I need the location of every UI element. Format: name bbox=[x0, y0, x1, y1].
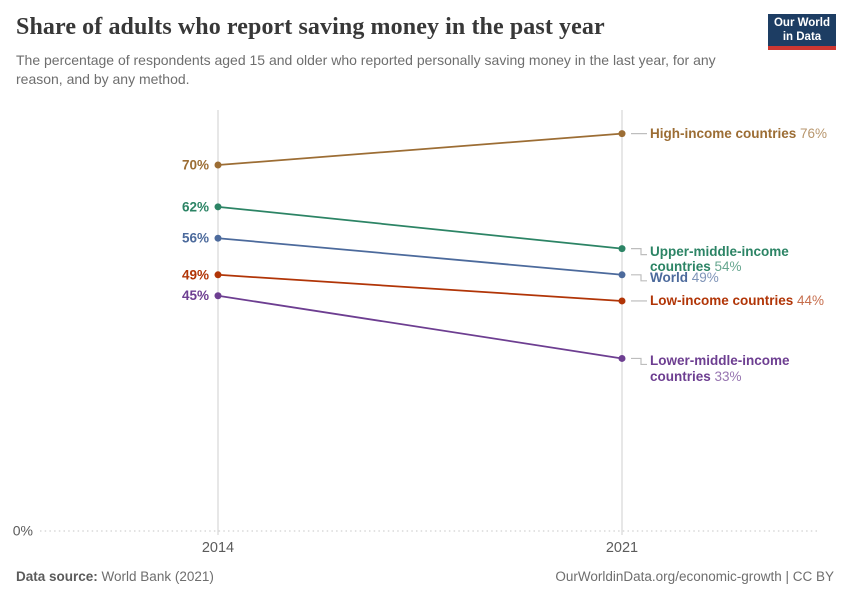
data-source-value: World Bank (2021) bbox=[101, 569, 214, 584]
data-source: Data source: World Bank (2021) bbox=[16, 569, 214, 584]
series-label-line: countries 33% bbox=[650, 369, 790, 385]
end-value-label: 49% bbox=[688, 269, 719, 285]
label-connector-line bbox=[631, 274, 647, 282]
data-point-start[interactable] bbox=[214, 271, 222, 279]
data-point-start[interactable] bbox=[214, 161, 222, 169]
owid-logo-line2: in Data bbox=[782, 31, 822, 43]
data-point-end[interactable] bbox=[618, 354, 626, 362]
owid-logo: Our World in Data bbox=[768, 14, 836, 50]
data-point-start[interactable] bbox=[214, 234, 222, 242]
series-line[interactable] bbox=[217, 273, 623, 302]
data-point-end[interactable] bbox=[618, 297, 626, 305]
series-label-line: Upper-middle-income bbox=[650, 244, 789, 260]
label-connector-line bbox=[631, 357, 647, 366]
series-line[interactable] bbox=[217, 294, 623, 360]
page-title: Share of adults who report saving money … bbox=[16, 14, 605, 40]
data-point-end[interactable] bbox=[618, 130, 626, 138]
start-value-label: 62% bbox=[182, 199, 209, 214]
credit-link[interactable]: OurWorldinData.org/economic-growth | CC … bbox=[555, 569, 834, 584]
series-label-line: Lower-middle-income bbox=[650, 353, 790, 369]
series-name-text: Upper-middle-income bbox=[650, 243, 789, 259]
series-label-line: Low-income countries 44% bbox=[650, 293, 824, 309]
series-label-line: High-income countries 76% bbox=[650, 126, 827, 142]
end-value-label: 44% bbox=[793, 292, 825, 308]
data-point-start[interactable] bbox=[214, 292, 222, 300]
series-name-text: countries bbox=[650, 368, 711, 384]
series-label[interactable]: High-income countries 76% bbox=[650, 126, 827, 142]
x-tick-label-2021: 2021 bbox=[606, 540, 638, 556]
series-label-line: World 49% bbox=[650, 270, 719, 286]
start-value-label: 56% bbox=[182, 231, 209, 246]
data-point-end[interactable] bbox=[618, 271, 626, 279]
owid-logo-line1: Our World bbox=[773, 17, 830, 29]
series-label[interactable]: Low-income countries 44% bbox=[650, 293, 824, 309]
start-value-label: 45% bbox=[182, 288, 209, 303]
series-line[interactable] bbox=[217, 237, 623, 276]
label-connector-line bbox=[631, 248, 647, 256]
end-value-label: 76% bbox=[796, 125, 828, 141]
series-line[interactable] bbox=[217, 205, 623, 250]
chart-footer: Data source: World Bank (2021) OurWorldi… bbox=[16, 569, 834, 584]
series-label[interactable]: Lower-middle-income countries 33% bbox=[650, 353, 790, 384]
y-tick-label-zero: 0% bbox=[13, 523, 33, 539]
series-name-text: Low-income countries bbox=[650, 292, 794, 308]
series-line[interactable] bbox=[217, 132, 623, 166]
series-label[interactable]: World 49% bbox=[650, 270, 719, 286]
series-name-text: High-income countries bbox=[650, 125, 797, 141]
data-point-start[interactable] bbox=[214, 203, 222, 211]
series-label-line: countries 54% bbox=[650, 259, 789, 275]
chart-subtitle: The percentage of respondents aged 15 an… bbox=[16, 52, 716, 87]
series-name-text: countries bbox=[650, 259, 711, 275]
start-value-label: 49% bbox=[182, 267, 209, 282]
data-point-end[interactable] bbox=[618, 245, 626, 253]
series-label[interactable]: Upper-middle-income countries 54% bbox=[650, 244, 789, 275]
series-name-text: World bbox=[650, 269, 688, 285]
end-value-label: 54% bbox=[710, 259, 742, 275]
series-name-text: Lower-middle-income bbox=[650, 353, 790, 369]
data-source-label: Data source: bbox=[16, 569, 98, 584]
x-tick-label-2014: 2014 bbox=[202, 540, 234, 556]
start-value-label: 70% bbox=[182, 157, 209, 172]
end-value-label: 33% bbox=[710, 368, 742, 384]
